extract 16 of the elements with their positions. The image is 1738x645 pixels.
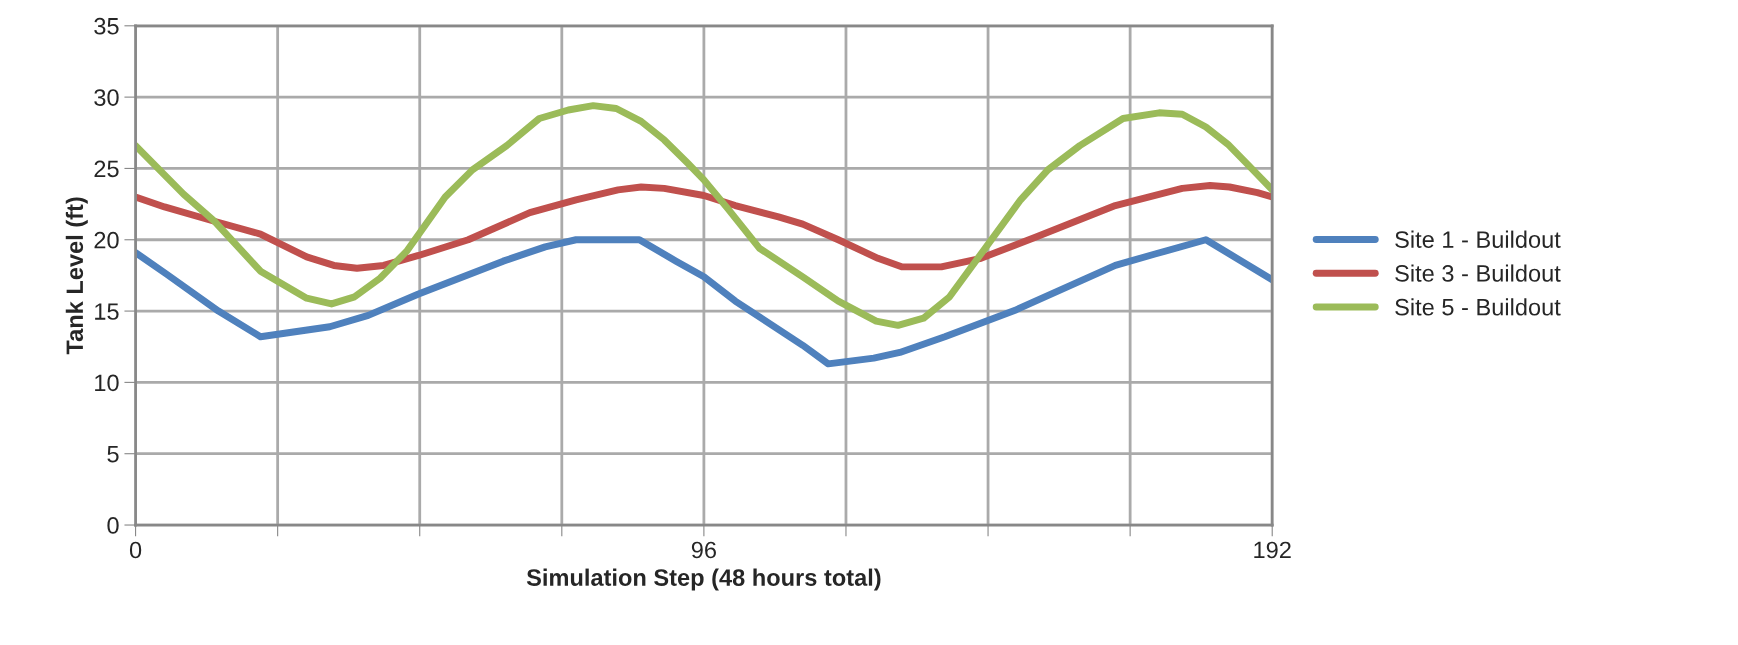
legend-label: Site 5 - Buildout — [1395, 298, 1561, 316]
y-tick-label: 30 — [94, 89, 119, 106]
x-tick-label: 192 — [1254, 541, 1291, 559]
y-tick-label: 5 — [107, 446, 119, 463]
x-axis-title: Simulation Step (48 hours total) — [526, 568, 881, 591]
y-tick-label: 35 — [94, 17, 119, 35]
legend-label: Site 3 - Buildout — [1395, 264, 1561, 282]
legend-label: Site 1 - Buildout — [1395, 230, 1561, 248]
x-tick-label: 96 — [691, 541, 716, 559]
y-tick-label: 25 — [94, 160, 119, 178]
y-tick-label: 15 — [95, 303, 119, 320]
y-tick-label: 20 — [94, 231, 119, 249]
x-tick-label: 0 — [129, 541, 142, 559]
y-tick-label: 10 — [95, 374, 119, 392]
y-axis-title: Tank Level (ft) — [65, 197, 88, 355]
y-tick-label: 0 — [107, 517, 119, 534]
